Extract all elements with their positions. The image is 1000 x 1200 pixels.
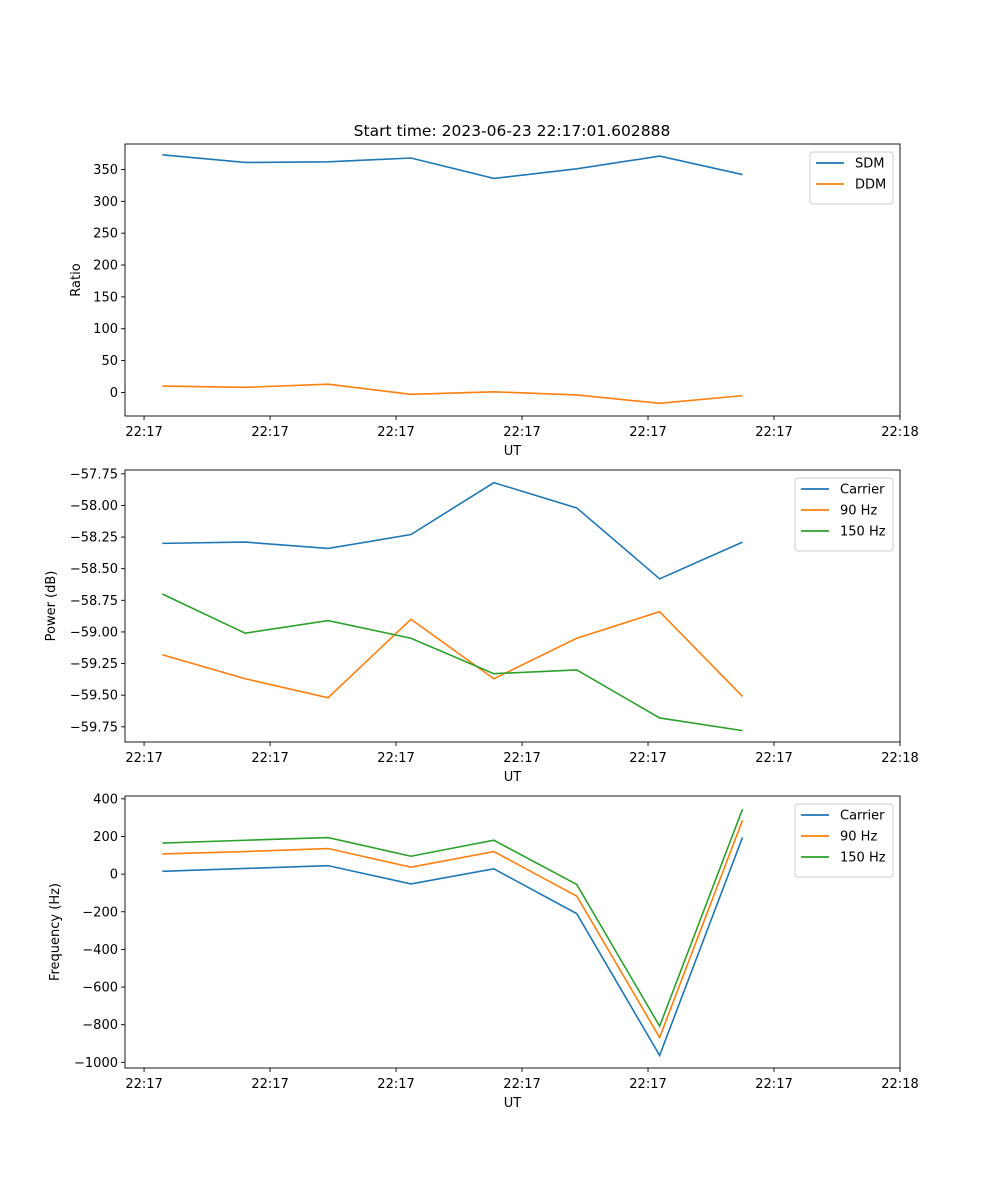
legend: Carrier 90 Hz 150 Hz — [794, 803, 894, 878]
y-tick-label: 200 — [93, 259, 118, 274]
legend-label: DDM — [855, 178, 886, 193]
y-tick-label: −58.75 — [70, 594, 118, 609]
legend-box — [794, 803, 894, 878]
x-axis-label: UT — [504, 770, 522, 785]
series-line-150-hz — [161, 593, 743, 732]
x-tick-label: 22:17 — [251, 751, 288, 766]
y-tick-label: 400 — [93, 792, 118, 807]
y-axis-label: Frequency (Hz) — [48, 883, 63, 981]
y-tick-label: −800 — [82, 1018, 118, 1033]
y-tick-label: 0 — [110, 386, 118, 401]
x-tick-label: 22:17 — [125, 751, 162, 766]
x-tick-label: 22:17 — [503, 425, 540, 440]
legend-box — [794, 477, 894, 552]
series-line-150-hz — [162, 808, 744, 1029]
x-axis-label: UT — [504, 444, 522, 459]
x-tick-label: 22:17 — [503, 1077, 540, 1092]
y-tick-label: −59.50 — [70, 689, 118, 704]
y-tick-label: −58.50 — [70, 562, 118, 577]
y-tick-label: −59.25 — [70, 657, 118, 672]
axes-frame — [124, 143, 901, 417]
x-tick-label: 22:17 — [125, 1077, 162, 1092]
axes-frame — [124, 795, 901, 1069]
axes-frame — [124, 469, 901, 743]
series-line-carrier — [162, 837, 744, 1058]
y-tick-label: −58.25 — [70, 531, 118, 546]
legend-label: 90 Hz — [840, 504, 877, 519]
y-tick-label: −200 — [82, 905, 118, 920]
y-tick-label: 50 — [101, 354, 118, 369]
x-tick-label: 22:18 — [881, 751, 918, 766]
x-tick-label: 22:17 — [629, 751, 666, 766]
y-tick-label: −59.00 — [70, 625, 118, 640]
x-tick-label: 22:17 — [503, 751, 540, 766]
x-tick-label: 22:17 — [629, 1077, 666, 1092]
x-tick-label: 22:17 — [251, 425, 288, 440]
x-tick-label: 22:17 — [629, 425, 666, 440]
legend-label: 150 Hz — [840, 851, 886, 866]
x-axis-label: UT — [504, 1096, 522, 1111]
y-tick-label: −57.75 — [70, 467, 118, 482]
series-line-carrier — [162, 481, 743, 580]
legend: SDM DDM — [809, 151, 894, 205]
panels: 0 50 100 150 200 250 300 350 22:17 22:17 22:17 22:1… — [44, 143, 919, 1111]
x-tick-label: 22:18 — [881, 1077, 918, 1092]
legend: Carrier 90 Hz 150 Hz — [794, 477, 894, 552]
series-line-sdm — [162, 154, 743, 180]
y-axis-label: Ratio — [69, 263, 84, 296]
legend-label: Carrier — [840, 809, 885, 824]
x-tick-label: 22:17 — [377, 425, 414, 440]
y-tick-label: 100 — [93, 322, 118, 337]
x-tick-label: 22:17 — [377, 1077, 414, 1092]
x-tick-label: 22:17 — [377, 751, 414, 766]
y-tick-label: −58.00 — [70, 499, 118, 514]
y-tick-label: 250 — [93, 227, 118, 242]
legend-label: SDM — [855, 157, 884, 172]
y-tick-label: 0 — [110, 868, 118, 883]
y-tick-label: −1000 — [74, 1056, 118, 1071]
figure-title: Start time: 2023-06-23 22:17:01.602888 — [354, 122, 671, 140]
y-tick-label: −600 — [82, 981, 118, 996]
y-tick-label: 200 — [93, 830, 118, 845]
y-tick-label: 350 — [93, 163, 118, 178]
chart-panel-2: −59.75 −59.50 −59.25 −59.00 −58.75 −58.50 −58.… — [44, 467, 919, 785]
y-tick-label: 300 — [93, 195, 118, 210]
series-line-90-hz — [162, 819, 744, 1040]
y-axis-label: Power (dB) — [44, 571, 59, 642]
y-tick-label: −59.75 — [70, 720, 118, 735]
x-tick-label: 22:17 — [755, 1077, 792, 1092]
chart-panel-1: 0 50 100 150 200 250 300 350 22:17 22:17 22:17 22:1… — [69, 143, 919, 459]
legend-box — [809, 151, 894, 205]
series-line-90-hz — [162, 610, 744, 699]
legend-label: Carrier — [840, 483, 885, 498]
y-tick-label: 150 — [93, 290, 118, 305]
x-tick-label: 22:17 — [125, 425, 162, 440]
series-line-ddm — [162, 383, 743, 405]
x-tick-label: 22:17 — [251, 1077, 288, 1092]
chart-panel-3: −1000 −800 −600 −400 −200 0 200 400 22:17 22:17 22… — [48, 792, 919, 1111]
legend-label: 90 Hz — [840, 830, 877, 845]
x-tick-label: 22:18 — [881, 425, 918, 440]
legend-label: 150 Hz — [840, 525, 886, 540]
x-tick-label: 22:17 — [755, 751, 792, 766]
y-tick-label: −400 — [82, 943, 118, 958]
x-tick-label: 22:17 — [755, 425, 792, 440]
